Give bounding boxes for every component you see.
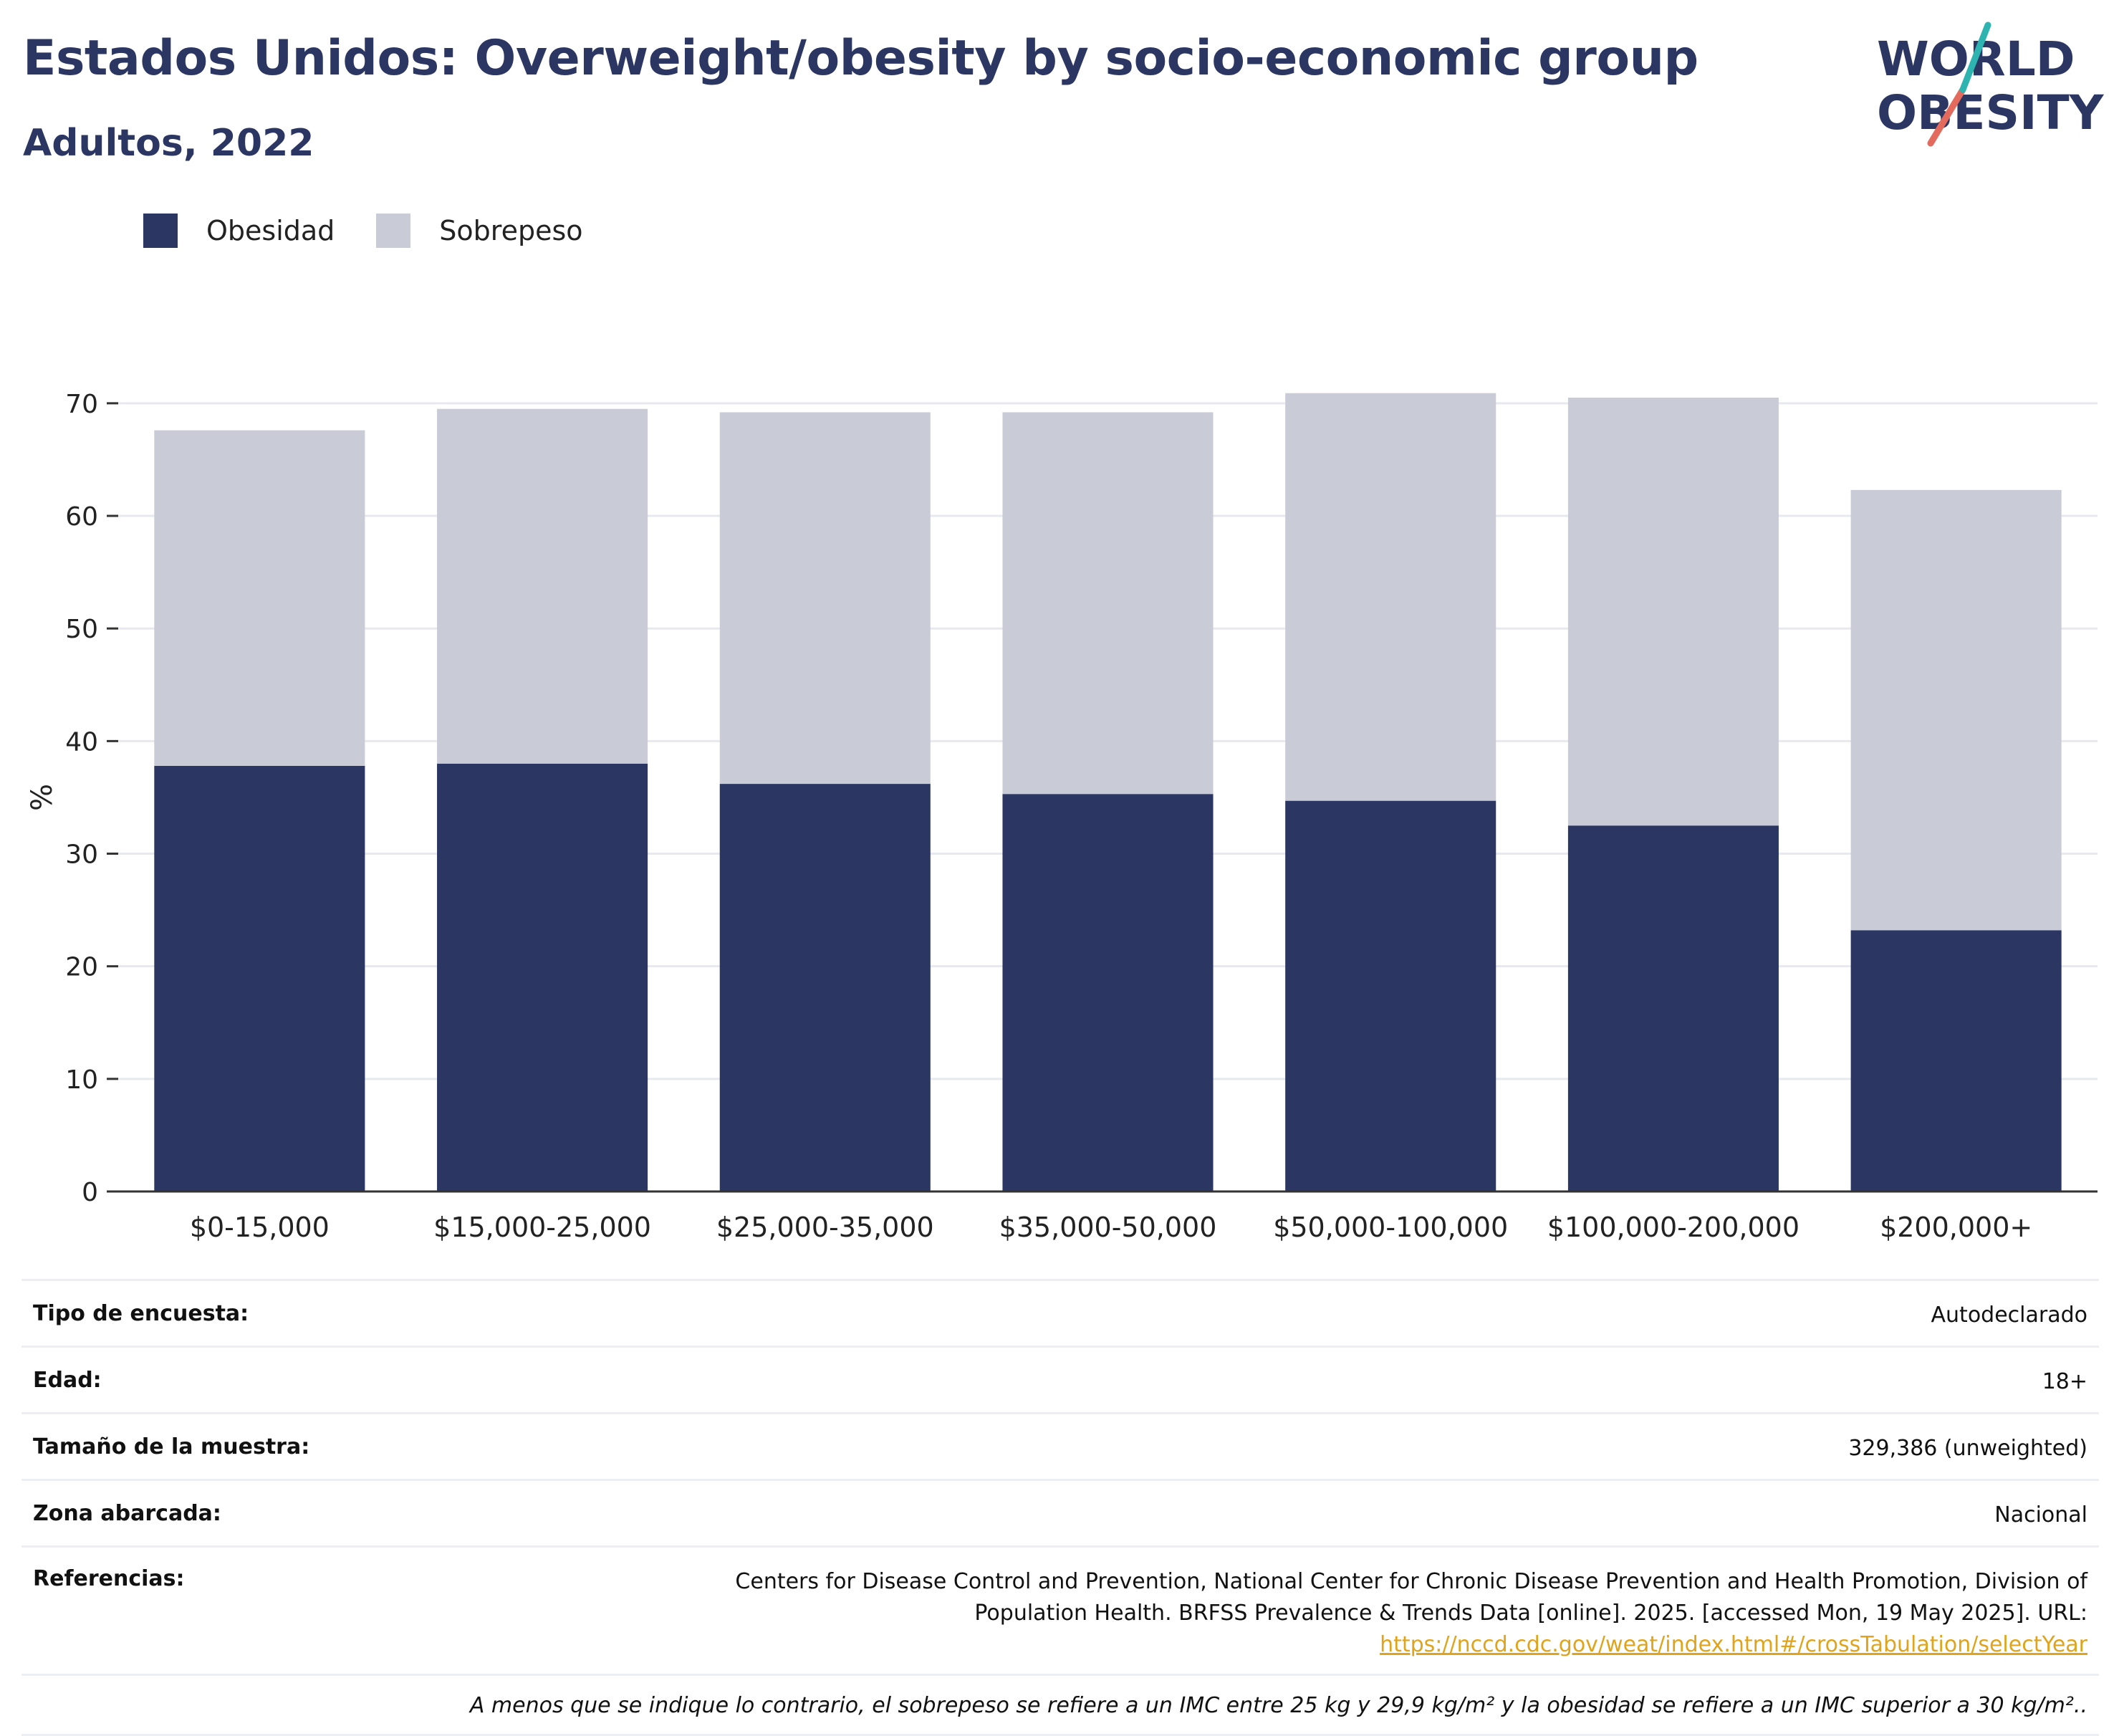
world-obesity-logo: WORLD OBESITY <box>1877 21 2105 147</box>
y-axis-label: % <box>26 784 59 811</box>
legend-item-obesidad[interactable]: Obesidad <box>143 214 335 248</box>
chart-subtitle: Adultos, 2022 <box>23 122 314 165</box>
info-value: 18+ <box>2042 1369 2087 1394</box>
chart-legend: Obesidad Sobrepeso <box>143 214 625 248</box>
x-tick-label: $15,000-25,000 <box>433 1212 651 1243</box>
references-link[interactable]: https://nccd.cdc.gov/weat/index.html#/cr… <box>1380 1632 2087 1657</box>
legend-label-sobrepeso: Sobrepeso <box>439 215 583 246</box>
x-tick-label: $25,000-35,000 <box>716 1212 934 1243</box>
legend-swatch-sobrepeso <box>376 214 411 248</box>
info-row-coverage: Zona abarcada: Nacional <box>21 1479 2099 1545</box>
logo-slash-teal-icon <box>1959 21 1991 93</box>
y-tick-label: 50 <box>65 615 98 644</box>
stacked-bar-chart: 0 10 20 30 40 50 60 70% $0-15,000 $15,000-25,000 $… <box>26 390 2098 1243</box>
x-tick-label: $35,000-50,000 <box>999 1212 1217 1243</box>
bar-obesidad-1[interactable] <box>437 763 648 1191</box>
bar-sobrepeso-1[interactable] <box>437 408 648 764</box>
info-value: Autodeclarado <box>1931 1303 2087 1328</box>
references-line1: Centers for Disease Control and Preventi… <box>735 1569 2087 1594</box>
bar-obesidad-2[interactable] <box>719 784 931 1191</box>
x-tick-label: $0-15,000 <box>190 1212 330 1243</box>
x-tick-label: $200,000+ <box>1880 1212 2032 1243</box>
info-row-references: Referencias: Centers for Disease Control… <box>21 1545 2099 1674</box>
references-line2: Population Health. BRFSS Prevalence & Tr… <box>974 1601 2087 1626</box>
bar-sobrepeso-3[interactable] <box>1002 412 1214 795</box>
y-tick-label: 10 <box>65 1065 98 1095</box>
x-tick-label: $100,000-200,000 <box>1547 1212 1800 1243</box>
bar-obesidad-3[interactable] <box>1002 794 1214 1191</box>
legend-item-sobrepeso[interactable]: Sobrepeso <box>376 214 583 248</box>
bar-obesidad-5[interactable] <box>1567 825 1779 1191</box>
chart-title: Estados Unidos: Overweight/obesity by so… <box>23 30 1698 87</box>
definition-note: A menos que se indique lo contrario, el … <box>21 1674 2099 1736</box>
legend-label-obesidad: Obesidad <box>206 215 335 246</box>
bar-sobrepeso-4[interactable] <box>1285 393 1496 801</box>
y-tick-label: 20 <box>65 953 98 982</box>
y-tick-label: 60 <box>65 502 98 532</box>
logo-slash-red-icon <box>1927 86 1966 147</box>
y-tick-label: 70 <box>65 390 98 419</box>
bar-obesidad-6[interactable] <box>1850 930 2062 1191</box>
info-label: Referencias: <box>33 1566 185 1591</box>
bar-sobrepeso-6[interactable] <box>1850 489 2062 931</box>
info-label: Tipo de encuesta: <box>33 1301 249 1326</box>
info-value: 329,386 (unweighted) <box>1848 1436 2087 1461</box>
info-label: Zona abarcada: <box>33 1501 221 1526</box>
info-row-age: Edad: 18+ <box>21 1346 2099 1412</box>
y-tick-label: 0 <box>82 1178 98 1207</box>
bar-sobrepeso-0[interactable] <box>154 430 365 766</box>
bar-sobrepeso-5[interactable] <box>1567 398 1779 826</box>
info-row-sample-size: Tamaño de la muestra: 329,386 (unweighte… <box>21 1412 2099 1479</box>
y-tick-label: 40 <box>65 727 98 757</box>
references-text: Centers for Disease Control and Preventi… <box>735 1566 2087 1661</box>
info-label: Tamaño de la muestra: <box>33 1434 310 1459</box>
bar-obesidad-4[interactable] <box>1285 800 1496 1191</box>
y-tick-label: 30 <box>65 840 98 870</box>
info-row-survey-type: Tipo de encuesta: Autodeclarado <box>21 1279 2099 1346</box>
survey-info-table: Tipo de encuesta: Autodeclarado Edad: 18… <box>21 1279 2099 1736</box>
info-value: Nacional <box>1994 1502 2087 1528</box>
logo-line2: OBESITY <box>1877 85 2105 140</box>
info-label: Edad: <box>33 1368 102 1393</box>
bar-obesidad-0[interactable] <box>154 765 365 1191</box>
x-tick-label: $50,000-100,000 <box>1273 1212 1508 1243</box>
legend-swatch-obesidad <box>143 214 178 248</box>
bar-sobrepeso-2[interactable] <box>719 412 931 785</box>
